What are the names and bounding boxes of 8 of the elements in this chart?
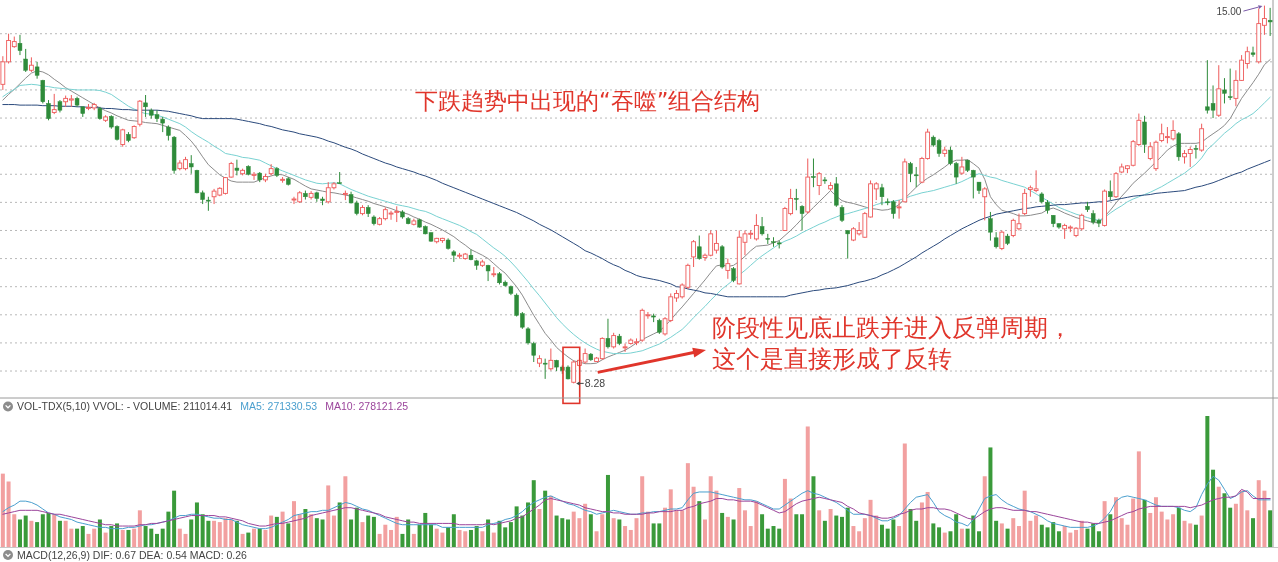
annotation: 8.28 [584, 377, 606, 390]
annotation: 阶段性见底止跌并进入反弹周期，这个是直接形成了反转 [712, 314, 1072, 373]
title: MACD(12,26,9) DIF: 0.67 DEA: 0.54 MACD: 0.26 [17, 548, 247, 561]
legend: MA10: 278121.25 [325, 400, 409, 412]
legend: MA5: 271330.53 [240, 400, 318, 412]
annotation: 15.00 [1216, 6, 1242, 18]
annotation: 下跌趋势中出现的“吞噬”组合结构 [415, 88, 761, 114]
title: VOL-TDX(5,10) VVOL: - VOLUME: 211014.41 [17, 400, 233, 412]
